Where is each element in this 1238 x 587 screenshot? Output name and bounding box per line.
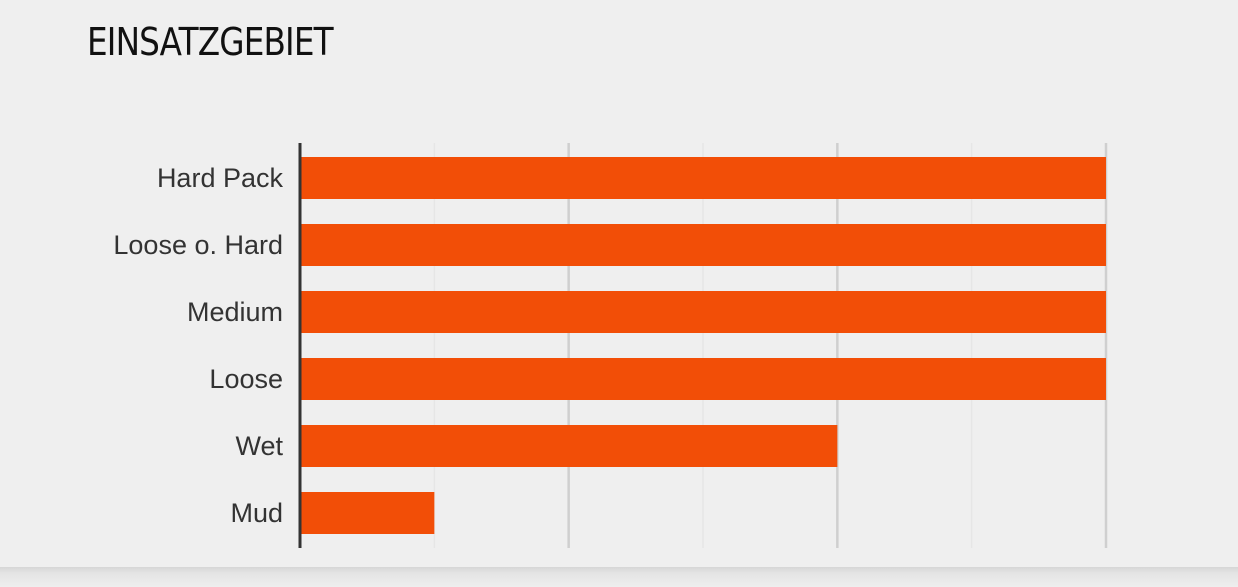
bottom-edge-shadow (0, 567, 1238, 587)
category-label: Wet (235, 431, 283, 461)
grid-lines (433, 143, 1108, 548)
category-labels: Hard Pack Loose o. Hard Medium Loose Wet Mud (113, 163, 283, 528)
bar-medium (300, 291, 1106, 333)
bar-hard-pack (300, 157, 1106, 199)
category-label: Loose o. Hard (113, 230, 283, 260)
category-label: Hard Pack (157, 163, 284, 193)
bar-mud (300, 492, 435, 534)
bar-wet (300, 425, 838, 467)
bars (300, 157, 1106, 534)
bar-loose-o-hard (300, 224, 1106, 266)
category-label: Mud (230, 498, 283, 528)
category-label: Loose (209, 364, 283, 394)
chart-title: EINSATZGEBIET (87, 20, 334, 64)
bar-loose (300, 358, 1106, 400)
category-label: Medium (187, 297, 283, 327)
